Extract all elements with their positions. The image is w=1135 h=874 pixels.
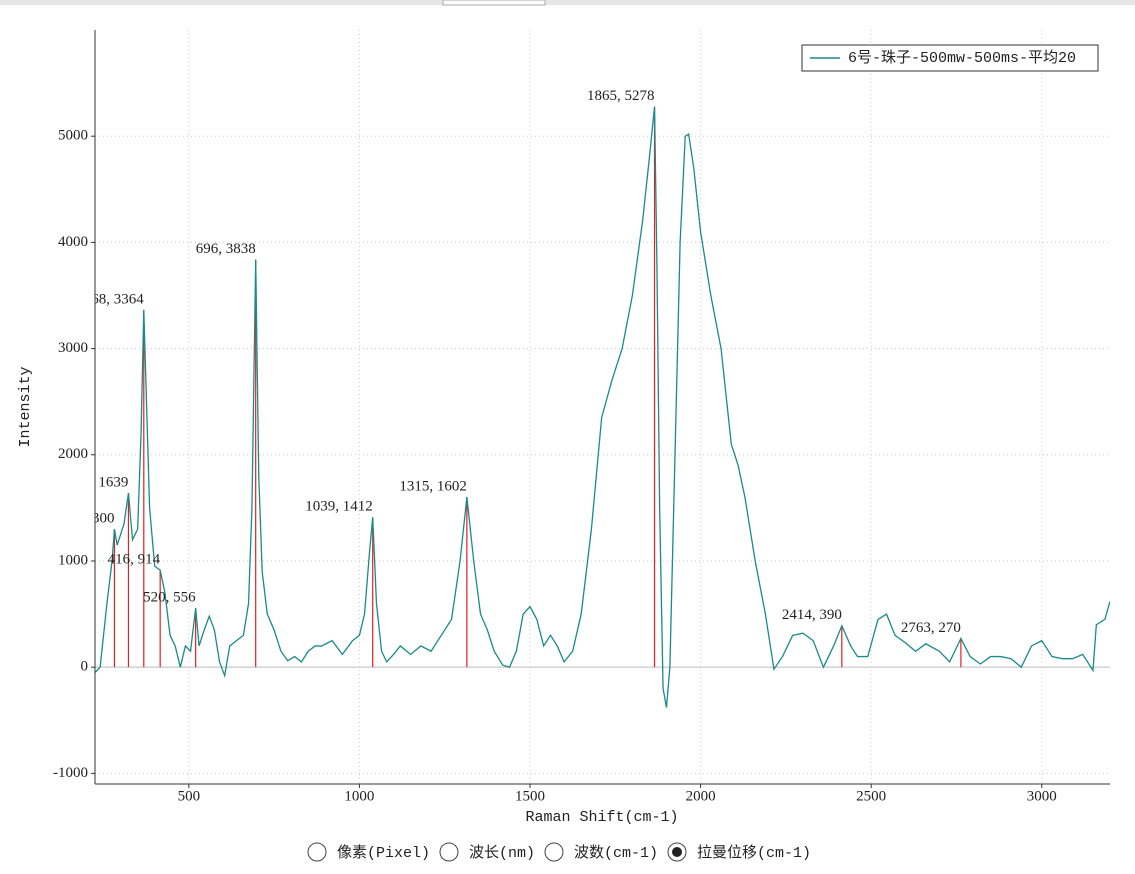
spectrum-line (95, 106, 1110, 708)
radio-dot (672, 847, 682, 857)
x-tick-label: 1500 (515, 788, 545, 804)
legend: 6号-珠子-500mw-500ms-平均20 (801, 44, 1099, 72)
x-tick-label: 3000 (1027, 788, 1057, 804)
peak-label: 2414, 390 (782, 607, 842, 623)
peak-label: 696, 3838 (196, 241, 256, 257)
radio-button[interactable] (439, 842, 459, 862)
radio-button[interactable] (544, 842, 564, 862)
y-axis-title: Intensity (17, 366, 34, 447)
radio-group: 像素(Pixel) 波长(nm) 波数(cm-1) 拉曼位移(cm-1) (307, 842, 811, 862)
y-tick-label: 2000 (58, 446, 88, 462)
plot-area: 282, 1300 323, 1639 368, 3364 416, 914 520, … (54, 30, 1110, 784)
top-strip (0, 0, 1135, 5)
peak-label: 368, 3364 (84, 291, 145, 307)
peak-label: 416, 914 (108, 552, 161, 568)
y-tick-label: 1000 (58, 552, 88, 568)
legend-box (801, 44, 1099, 72)
y-tick-label: 4000 (58, 234, 88, 250)
peak-label: 282, 1300 (54, 511, 114, 527)
y-tick-label: 5000 (58, 128, 88, 144)
peak-label: 1315, 1602 (399, 478, 467, 494)
plot: 282, 1300 323, 1639 368, 3364 416, 914 520, … (53, 30, 1110, 804)
radio-label[interactable]: 波长(nm) (469, 844, 535, 862)
x-tick-label: 2000 (686, 788, 716, 804)
peak-label: 323, 1639 (68, 475, 128, 491)
x-tick-label: 2500 (856, 788, 886, 804)
peak-label: 520, 556 (143, 590, 196, 606)
radio-label[interactable]: 波数(cm-1) (574, 844, 658, 862)
y-tick-label: -1000 (53, 765, 88, 781)
y-tick-label: 0 (81, 659, 89, 675)
peak-label: 2763, 270 (901, 620, 961, 636)
x-tick-label: 1000 (344, 788, 374, 804)
radio-label[interactable]: 像素(Pixel) (337, 844, 430, 862)
radio-button[interactable] (307, 842, 327, 862)
x-tick-label: 500 (178, 788, 201, 804)
tab[interactable] (442, 0, 546, 6)
y-tick-label: 3000 (58, 340, 88, 356)
radio-label[interactable]: 拉曼位移(cm-1) (697, 844, 811, 862)
legend-label: 6号-珠子-500mw-500ms-平均20 (848, 49, 1076, 67)
peak-label: 1865, 5278 (587, 88, 655, 104)
x-axis-title: Raman Shift(cm-1) (525, 809, 678, 826)
peak-label: 1039, 1412 (305, 499, 373, 515)
